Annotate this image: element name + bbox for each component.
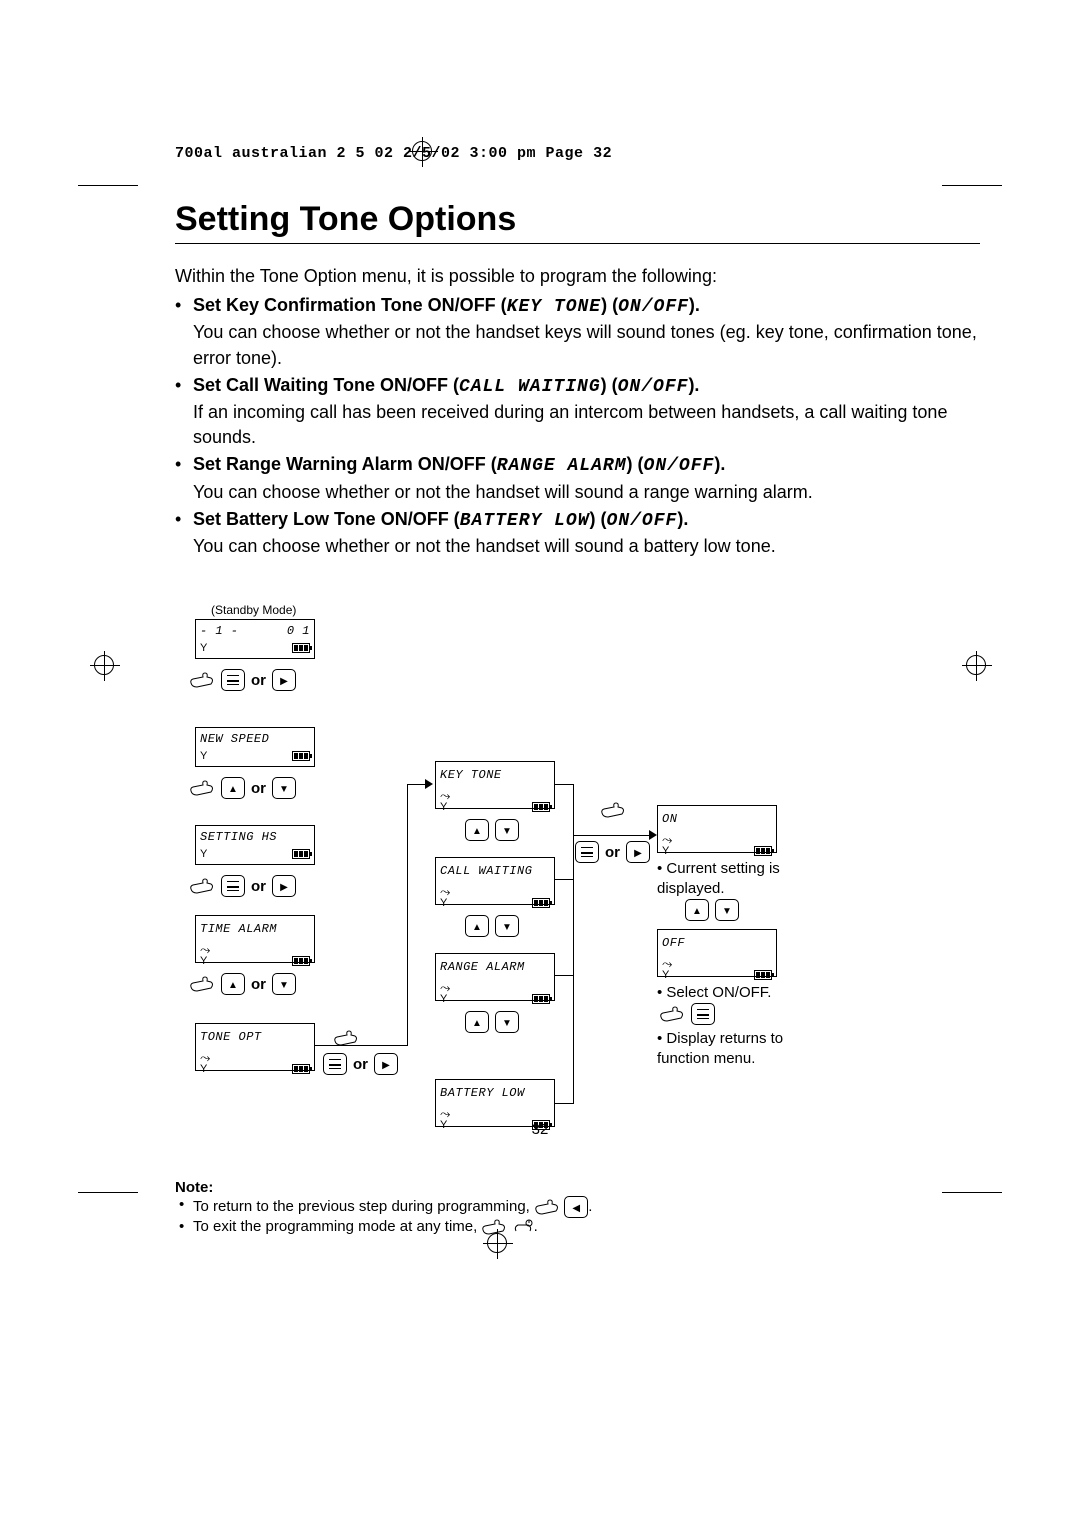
crop-mark: [78, 185, 138, 186]
lcd-screen: OFF ⤳ Y: [657, 929, 777, 977]
press-action: or: [575, 841, 650, 863]
note-returns: Display returns to function menu.: [657, 1029, 827, 1068]
power-key-icon: [512, 1218, 534, 1236]
notes-heading: Note:: [175, 1179, 980, 1196]
right-key-icon: [272, 669, 296, 691]
lcd-screen: TIME ALARM ⤳ Y: [195, 915, 315, 963]
press-action: [600, 801, 626, 819]
note-select: Select ON/OFF.: [657, 983, 771, 1003]
page-number: 32: [532, 1121, 549, 1138]
title-rule: [175, 243, 980, 244]
option-item: Set Battery Low Tone ON/OFF (BATTERY LOW…: [175, 507, 980, 559]
menu-key-icon: [221, 669, 245, 691]
note-current-setting: Current setting is displayed.: [657, 859, 817, 898]
crop-mark: [78, 1192, 138, 1193]
down-key-icon: [272, 777, 296, 799]
flow-line: [555, 879, 573, 880]
note-item: To return to the previous step during pr…: [175, 1196, 980, 1218]
crop-mark: [942, 185, 1002, 186]
page-title: Setting Tone Options: [175, 200, 980, 239]
right-key-icon: [626, 841, 650, 863]
or-label: or: [251, 672, 266, 689]
up-key-icon: [221, 973, 245, 995]
option-item: Set Range Warning Alarm ON/OFF (RANGE AL…: [175, 452, 980, 504]
hand-icon: [189, 779, 215, 797]
standby-label: (Standby Mode): [211, 603, 296, 617]
arrowhead-icon: [649, 830, 657, 840]
hand-icon: [189, 671, 215, 689]
press-action: or: [189, 669, 296, 691]
lcd-screen: BATTERY LOW ⤳ Y: [435, 1079, 555, 1127]
lcd-screen: - 1 -0 1 Y: [195, 619, 315, 659]
press-action: or: [189, 973, 296, 995]
lcd-screen: TONE OPT ⤳ Y: [195, 1023, 315, 1071]
lcd-screen: CALL WAITING ⤳ Y: [435, 857, 555, 905]
flow-line: [555, 784, 573, 785]
menu-key-icon: [323, 1053, 347, 1075]
antenna-icon: Y: [200, 642, 207, 654]
option-item: Set Key Confirmation Tone ON/OFF (KEY TO…: [175, 293, 980, 371]
flow-line: [315, 1045, 407, 1046]
press-action: or: [189, 875, 296, 897]
flow-diagram: (Standby Mode) - 1 -0 1 Y or NEW SPEED Y…: [175, 609, 980, 1169]
flow-line: [573, 835, 651, 836]
menu-key-icon: [575, 841, 599, 863]
up-key-icon: [221, 777, 245, 799]
right-key-icon: [374, 1053, 398, 1075]
menu-key-icon: [221, 875, 245, 897]
flow-line: [555, 975, 573, 976]
lcd-screen: KEY TONE ⤳ Y: [435, 761, 555, 809]
option-body: You can choose whether or not the handse…: [193, 322, 977, 367]
flow-line: [407, 784, 427, 785]
option-head: Set Key Confirmation Tone ON/OFF (KEY TO…: [193, 295, 700, 315]
intro-text: Within the Tone Option menu, it is possi…: [175, 264, 980, 289]
notes-section: Note: To return to the previous step dur…: [175, 1179, 980, 1236]
registration-mark: [94, 655, 114, 675]
press-action: [659, 1003, 715, 1025]
flow-line: [407, 784, 408, 1046]
hand-icon: [481, 1218, 507, 1236]
press-action: [685, 899, 739, 921]
up-key-icon: [465, 819, 489, 841]
option-item: Set Call Waiting Tone ON/OFF (CALL WAITI…: [175, 373, 980, 451]
arrowhead-icon: [425, 779, 433, 789]
page: 700al australian 2 5 02 2/5/02 3:00 pm P…: [0, 0, 1080, 1528]
lcd-screen: NEW SPEED Y: [195, 727, 315, 767]
lcd-screen: RANGE ALARM ⤳ Y: [435, 953, 555, 1001]
left-key-icon: [564, 1196, 588, 1218]
press-action: [465, 819, 519, 841]
lcd-screen: ON ⤳ Y: [657, 805, 777, 853]
down-key-icon: [272, 973, 296, 995]
flow-line: [573, 784, 574, 1104]
hand-icon: [534, 1198, 560, 1216]
press-action: [465, 1011, 519, 1033]
press-action: or: [189, 777, 296, 799]
press-action: or: [323, 1053, 398, 1075]
note-item: To exit the programming mode at any time…: [175, 1218, 980, 1236]
option-list: Set Key Confirmation Tone ON/OFF (KEY TO…: [175, 293, 980, 559]
flow-line: [555, 1103, 573, 1104]
lcd-screen: SETTING HS Y: [195, 825, 315, 865]
print-header: 700al australian 2 5 02 2/5/02 3:00 pm P…: [175, 145, 612, 162]
press-action: [465, 915, 519, 937]
down-key-icon: [495, 819, 519, 841]
battery-icon: [292, 643, 310, 653]
right-key-icon: [272, 875, 296, 897]
menu-key-icon: [691, 1003, 715, 1025]
